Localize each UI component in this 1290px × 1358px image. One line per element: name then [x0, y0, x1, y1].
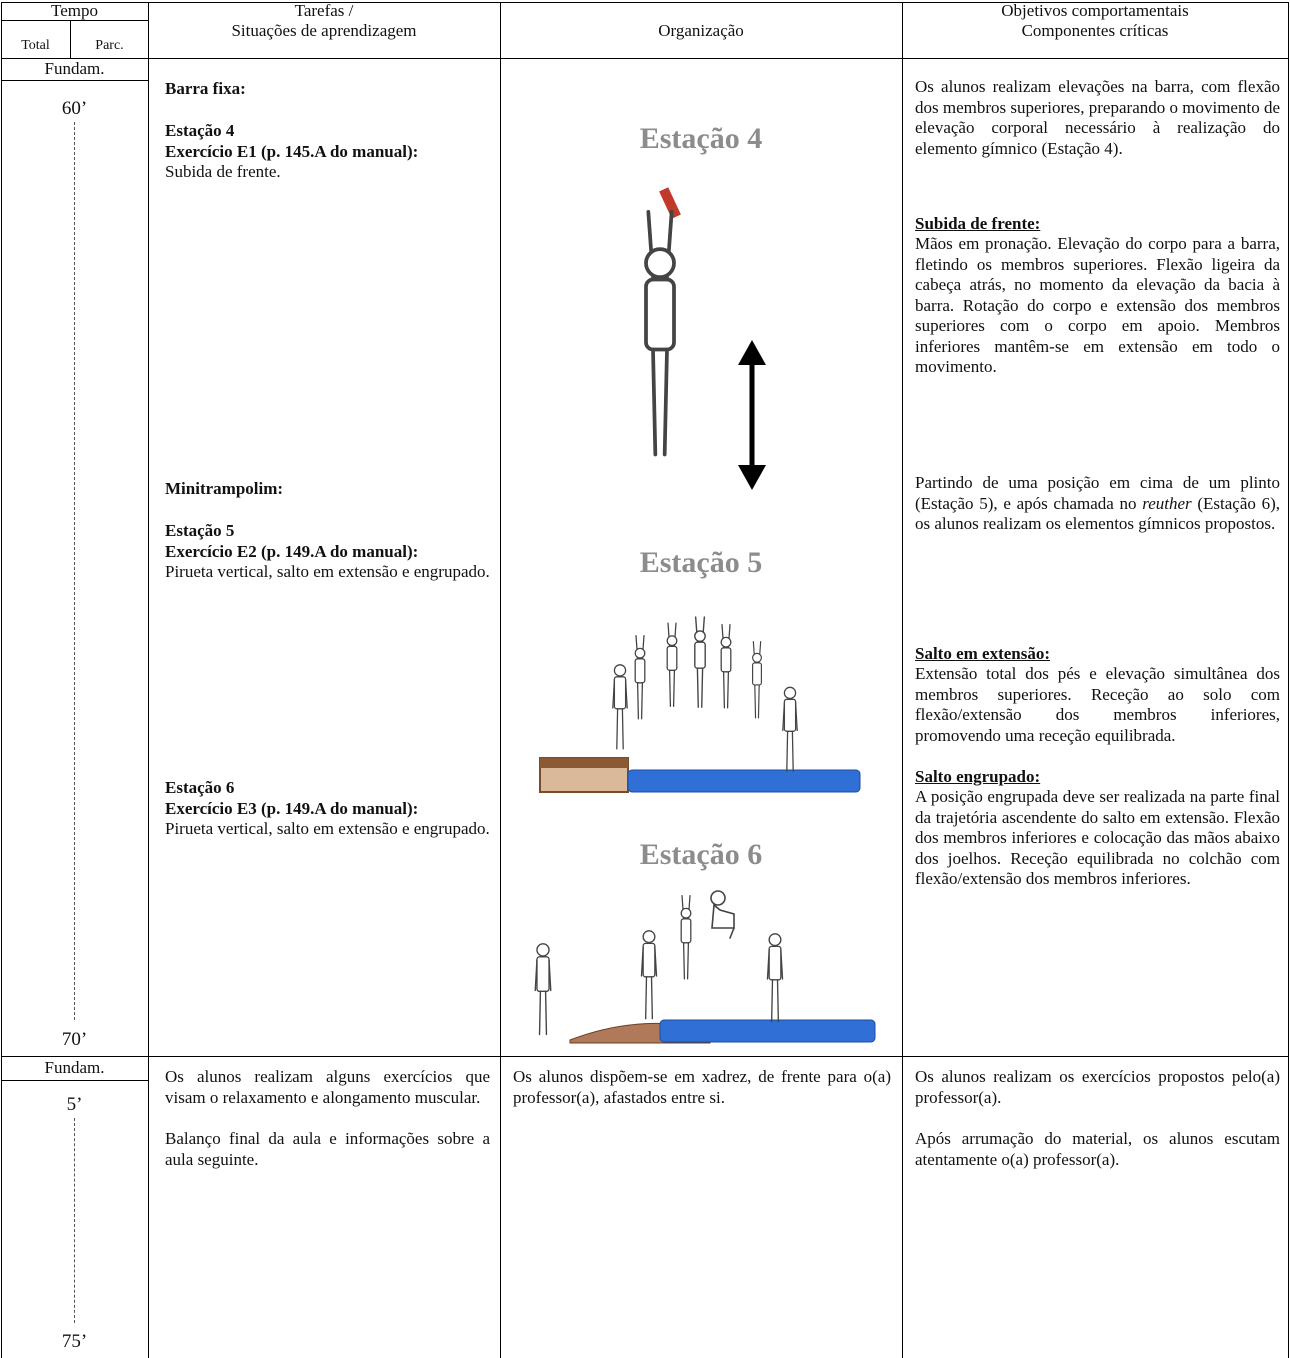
task-text: Os alunos realizam alguns exercícios que… — [165, 1067, 490, 1107]
time-line — [74, 122, 75, 1020]
header-cell: Situações de aprendizagem — [231, 21, 417, 40]
text-part: Partindo de uma posição em cima de um pl… — [915, 473, 1280, 513]
task-text: Balanço final da aula e informações sobr… — [165, 1129, 490, 1169]
objective-text: A posição engrupada deve ser realizada n… — [915, 787, 1280, 888]
description: Pirueta vertical, salto em extensão e en… — [165, 562, 490, 581]
rule — [1288, 2, 1289, 1358]
rule — [1, 2, 1289, 3]
objective-text: Os alunos realizam elevações na barra, c… — [915, 77, 1280, 158]
header-cell: Tempo — [51, 1, 98, 20]
exercise: Exercício E2 (p. 149.A do manual): — [165, 541, 419, 561]
objective-text: Os alunos realizam os exercícios propost… — [915, 1067, 1280, 1107]
text-part: (Estação 6), os alunos realizam os eleme… — [915, 493, 1281, 534]
rule — [1, 1080, 148, 1081]
header-cell: Tarefas / — [294, 1, 354, 20]
phase: Fundam. — [44, 59, 105, 78]
rule — [1, 80, 148, 81]
rule — [1, 2, 2, 1358]
time-start: 5’ — [66, 1094, 83, 1115]
objective-text: Após arrumação do material, os alunos es… — [915, 1129, 1280, 1169]
rule — [1, 20, 148, 21]
description: Pirueta vertical, salto em extensão e en… — [165, 819, 490, 838]
organization-text: Os alunos dispõem-se em xadrez, de frent… — [513, 1067, 891, 1107]
station-title: Estação 6 — [639, 838, 763, 871]
text-part: reuther — [1142, 493, 1192, 513]
apparatus: Barra fixa: — [165, 79, 246, 98]
rule — [1, 58, 1289, 59]
time-line — [74, 1118, 75, 1323]
rule — [148, 2, 149, 1358]
objective-heading: Subida de frente: — [915, 214, 1041, 233]
exercise: Exercício E3 (p. 149.A do manual): — [165, 798, 419, 818]
station-block: Estação 6 Exercício E3 (p. 149.A do manu… — [165, 778, 490, 840]
rule — [70, 20, 71, 58]
rule — [1, 1056, 1289, 1057]
time-end: 70’ — [61, 1029, 88, 1050]
time-start: 60’ — [61, 98, 88, 119]
header-cell: Total — [21, 38, 50, 53]
objective-text: Extensão total dos pés e elevação simult… — [915, 664, 1280, 745]
exercise: Exercício E1 (p. 145.A do manual): — [165, 141, 419, 161]
header-cell: Componentes críticas — [1021, 21, 1169, 40]
rule — [500, 2, 501, 1358]
station-title: Estação 4 — [639, 122, 763, 155]
header-cell: Organização — [658, 21, 744, 40]
header-cell: Parc. — [95, 38, 124, 53]
header-cell: Objetivos comportamentais — [1001, 1, 1189, 20]
station-block: Estação 5 Exercício E2 (p. 149.A do manu… — [165, 521, 490, 583]
apparatus: Minitrampolim: — [165, 479, 284, 498]
station: Estação 5 — [165, 521, 235, 540]
objective-text: Mãos em pronação. Elevação do corpo para… — [915, 234, 1280, 376]
illustrations — [534, 187, 876, 1044]
station: Estação 6 — [165, 778, 235, 797]
objective-text: Partindo de uma posição em cima de um pl… — [915, 473, 1280, 535]
objective-heading: Salto em extensão: — [915, 644, 1051, 663]
time-end: 75’ — [61, 1331, 88, 1352]
objective-heading: Salto engrupado: — [915, 767, 1041, 786]
phase: Fundam. — [44, 1058, 105, 1077]
station-title: Estação 5 — [639, 546, 763, 579]
description: Subida de frente. — [165, 162, 281, 181]
station-block: Estação 4 Exercício E1 (p. 145.A do manu… — [165, 121, 490, 183]
rule — [902, 2, 903, 1358]
station: Estação 4 — [165, 121, 235, 140]
